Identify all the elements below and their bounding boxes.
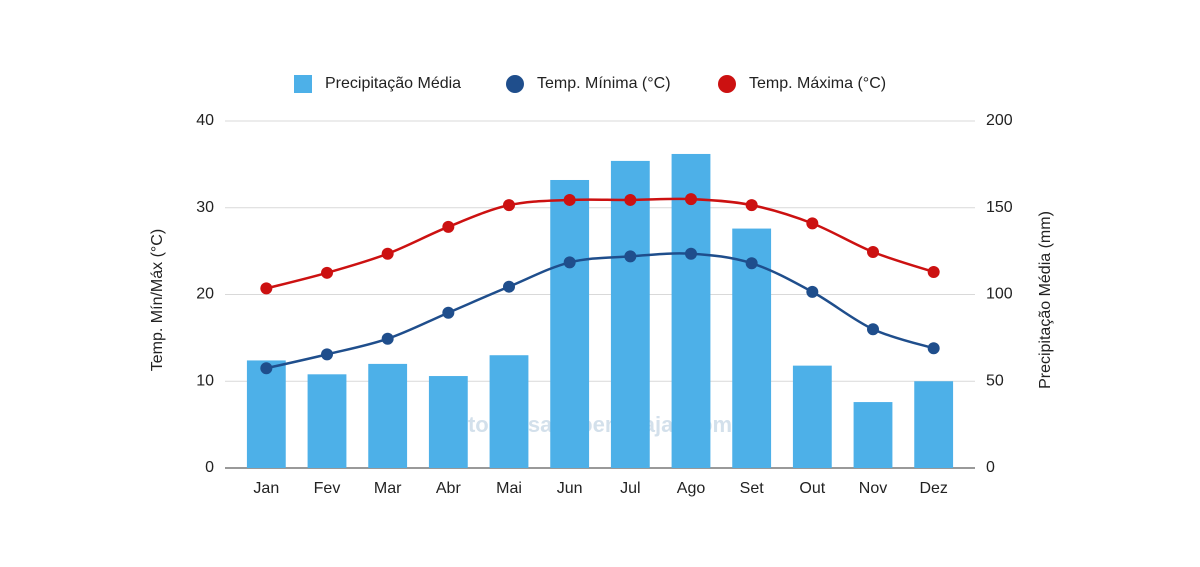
y2-tick-label: 0: [986, 459, 995, 476]
point: [624, 250, 637, 263]
y2-tick-label: 100: [986, 286, 1013, 303]
y-tick-label: 40: [196, 112, 214, 129]
point: [563, 256, 576, 269]
point: [503, 199, 515, 212]
point: [381, 332, 394, 345]
y-axis-title: Temp. Mín/Máx (°C): [149, 229, 166, 371]
point: [685, 193, 697, 206]
bar: [428, 376, 468, 468]
point: [321, 348, 333, 361]
legend-label: Precipitação Média: [325, 75, 461, 92]
point: [381, 247, 394, 260]
y2-axis-title: Precipitação Média (mm): [1037, 211, 1054, 389]
point: [806, 217, 819, 230]
y2-tick-label: 200: [986, 112, 1013, 129]
x-tick-label: Set: [740, 480, 765, 497]
point: [867, 323, 879, 336]
y-tick-label: 0: [205, 459, 214, 476]
legend-label: Temp. Mínima (°C): [537, 75, 671, 92]
point: [563, 193, 576, 206]
point: [260, 362, 273, 375]
legend-swatch: [294, 75, 312, 93]
y-tick-label: 20: [196, 286, 214, 303]
point: [321, 266, 333, 279]
point: [806, 285, 819, 298]
x-tick-label: Out: [799, 480, 825, 497]
bar: [671, 153, 711, 468]
legend-swatch: [718, 75, 736, 93]
point: [867, 245, 879, 258]
x-tick-label: Dez: [919, 480, 947, 497]
point: [260, 282, 273, 295]
point: [442, 220, 455, 233]
x-tick-label: Abr: [436, 480, 462, 497]
bar: [914, 381, 954, 468]
x-tick-label: Mai: [496, 480, 522, 497]
x-tick-label: Nov: [859, 480, 887, 497]
bar: [550, 179, 590, 469]
bar: [792, 365, 832, 468]
point: [745, 199, 758, 212]
y-tick-label: 10: [196, 372, 214, 389]
x-tick-label: Jul: [620, 480, 640, 497]
point: [927, 265, 940, 278]
point: [927, 342, 940, 355]
bar: [307, 374, 347, 468]
bar: [246, 360, 286, 468]
y-tick-label: 30: [196, 199, 214, 216]
point: [503, 280, 515, 293]
point: [624, 193, 637, 206]
x-tick-label: Jun: [557, 480, 583, 497]
legend-label: Temp. Máxima (°C): [749, 75, 886, 92]
point: [685, 247, 697, 260]
y2-tick-label: 150: [986, 199, 1013, 216]
x-tick-label: Ago: [677, 480, 706, 497]
point: [745, 257, 758, 270]
point: [442, 306, 455, 319]
x-tick-label: Jan: [253, 480, 279, 497]
bar: [853, 402, 893, 468]
y2-tick-label: 50: [986, 372, 1004, 389]
legend-swatch: [506, 75, 524, 93]
bar: [610, 160, 650, 468]
bar: [368, 363, 408, 468]
bar: [489, 355, 529, 468]
x-tick-label: Fev: [314, 480, 341, 497]
x-tick-label: Mar: [374, 480, 402, 497]
